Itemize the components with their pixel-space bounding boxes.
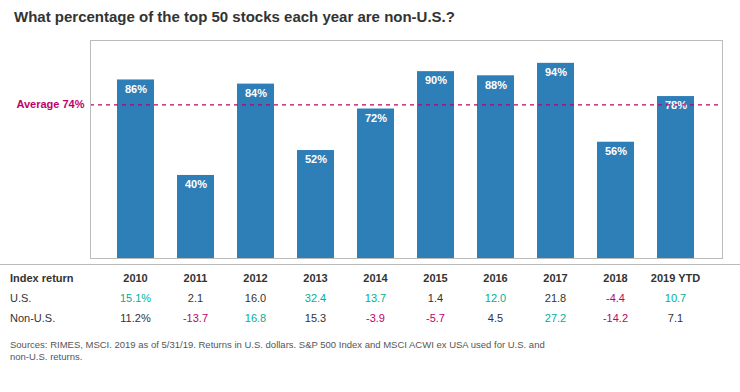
html-text:2015: 2015: [423, 272, 448, 284]
html-text:12.0: 12.0: [484, 292, 507, 304]
html-text:-14.2: -14.2: [603, 312, 628, 324]
svg-text:86%: 86%: [125, 83, 147, 95]
html-text:2017: 2017: [543, 272, 568, 284]
html-text:11.2%: 11.2%: [120, 312, 151, 324]
html-text:-3.9: -3.9: [366, 312, 385, 324]
html-text:2019 YTD: 2019 YTD: [650, 272, 701, 284]
html-text:21.8: 21.8: [544, 292, 567, 304]
svg-text:56%: 56%: [605, 145, 627, 157]
html-text:32.4: 32.4: [304, 292, 327, 304]
html-text:Index return: Index return: [10, 272, 74, 284]
svg-text:40%: 40%: [185, 178, 207, 190]
html-text:7.1: 7.1: [667, 312, 684, 324]
html-text:Sources: RIMES, MSCI. 2019 as: Sources: RIMES, MSCI. 2019 as of 5/31/19…: [10, 339, 545, 362]
svg-text:94%: 94%: [545, 66, 567, 78]
html-text:U.S.: U.S.: [10, 292, 32, 304]
html-text:10.7: 10.7: [664, 292, 687, 304]
svg-text:88%: 88%: [485, 79, 507, 91]
html-text:27.2: 27.2: [544, 312, 567, 324]
html-text:2.1: 2.1: [187, 292, 204, 304]
html-text:2013: 2013: [303, 272, 328, 284]
html-text:-4.4: -4.4: [606, 292, 625, 304]
html-text:1.4: 1.4: [427, 292, 444, 304]
html-text:2016: 2016: [483, 272, 508, 284]
html-text:2014: 2014: [363, 272, 388, 284]
html-text:2012: 2012: [243, 272, 268, 284]
html-text:15.3: 15.3: [304, 312, 327, 324]
html-text:2010: 2010: [123, 272, 148, 284]
svg-text:Average 74%: Average 74%: [16, 98, 84, 110]
html-text:What percentage of the top 50: What percentage of the top 50 stocks eac…: [14, 8, 455, 25]
html-text:2011: 2011: [183, 272, 208, 284]
svg-text:52%: 52%: [305, 153, 327, 165]
html-text:-13.7: -13.7: [183, 312, 208, 324]
svg-text:72%: 72%: [365, 112, 387, 124]
html-text:15.1%: 15.1%: [119, 292, 152, 304]
html-text:16.8: 16.8: [244, 312, 267, 324]
html-text:4.5: 4.5: [487, 312, 504, 324]
svg-text:78%: 78%: [665, 99, 687, 112]
html-text:16.0: 16.0: [244, 292, 267, 304]
html-text:-5.7: -5.7: [426, 312, 445, 324]
svg-text:84%: 84%: [245, 87, 267, 99]
html-text:2018: 2018: [603, 272, 628, 284]
html-text:13.7: 13.7: [364, 292, 387, 304]
svg-text:90%: 90%: [425, 74, 447, 86]
html-text:Non-U.S.: Non-U.S.: [10, 312, 56, 324]
